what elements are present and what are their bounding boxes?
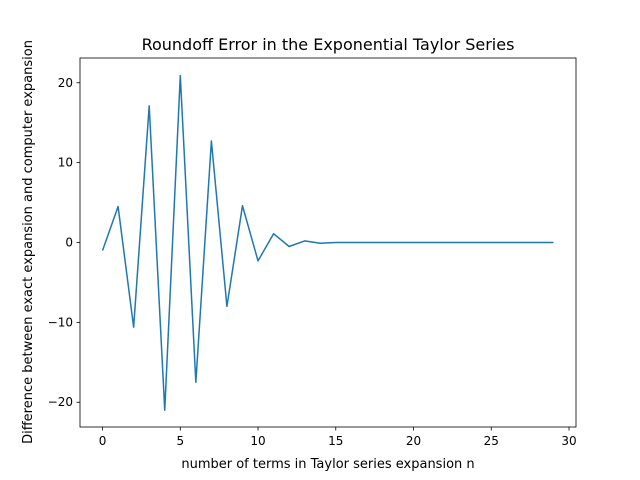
x-tick-label: 25 (484, 434, 499, 448)
y-tick-label: 10 (58, 156, 73, 170)
y-tick-label: 20 (58, 76, 73, 90)
y-axis-ticks: −20 −10 0 10 20 (48, 76, 80, 409)
x-axis-ticks: 0 5 10 15 20 25 30 (99, 427, 577, 448)
y-tick-label: −20 (48, 395, 73, 409)
x-tick-label: 0 (99, 434, 107, 448)
chart-title: Roundoff Error in the Exponential Taylor… (142, 35, 515, 54)
x-tick-label: 10 (250, 434, 265, 448)
x-tick-label: 5 (176, 434, 184, 448)
x-tick-label: 20 (406, 434, 421, 448)
y-tick-label: 0 (65, 236, 73, 250)
y-tick-label: −10 (48, 315, 73, 329)
plot-area (79, 57, 577, 428)
x-axis-label: number of terms in Taylor series expansi… (181, 457, 474, 472)
series-line-0 (101, 74, 554, 411)
x-tick-label: 15 (328, 434, 343, 448)
x-tick-label: 30 (561, 434, 576, 448)
y-axis-label: Difference between exact expansion and c… (21, 40, 36, 444)
